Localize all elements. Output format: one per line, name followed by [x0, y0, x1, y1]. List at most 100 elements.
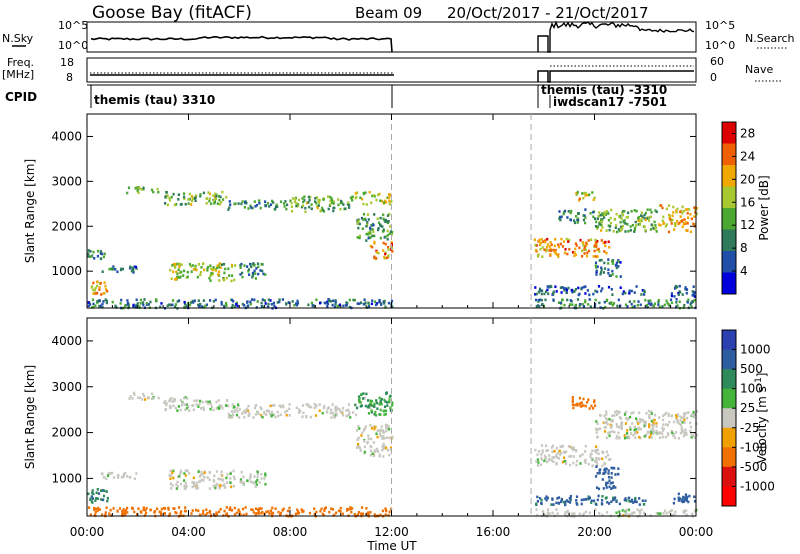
- data-cell: [221, 406, 224, 410]
- data-cell: [296, 204, 300, 208]
- data-cell: [373, 255, 376, 259]
- data-cell: [198, 480, 201, 484]
- freq-trace-2: [537, 70, 694, 83]
- noise-strip: N.Sky 10^5 10^0 10^5 10^0 N.Search: [2, 19, 795, 53]
- data-cell: [605, 467, 608, 471]
- data-cell: [619, 220, 622, 224]
- data-cell: [240, 202, 243, 206]
- data-cell: [199, 273, 202, 277]
- data-cell: [619, 286, 622, 289]
- data-cell: [233, 513, 236, 516]
- data-cell: [571, 290, 574, 294]
- data-cell: [174, 406, 177, 410]
- colorbar-tick-label: 12: [740, 218, 755, 232]
- data-cell: [638, 503, 641, 506]
- data-cell: [601, 287, 604, 290]
- data-cell: [111, 300, 114, 304]
- data-cell: [602, 271, 605, 274]
- data-cell: [640, 211, 643, 214]
- data-cell: [274, 415, 277, 419]
- data-cell: [274, 507, 277, 510]
- data-cell: [572, 446, 575, 449]
- data-cell: [621, 292, 624, 296]
- data-cell: [635, 285, 638, 288]
- data-cell: [557, 245, 560, 249]
- data-cell: [206, 476, 209, 479]
- data-cell: [691, 512, 694, 516]
- data-cell: [586, 401, 589, 404]
- colorbar-label-exponent: -1: [754, 377, 764, 386]
- data-cell: [619, 425, 622, 428]
- data-cell: [350, 507, 354, 510]
- data-cell: [593, 399, 596, 402]
- data-cell: [605, 251, 608, 255]
- data-cell: [370, 410, 373, 414]
- data-cell: [255, 512, 258, 515]
- data-cell: [89, 497, 92, 500]
- data-cell: [618, 229, 621, 233]
- data-cell: [377, 450, 380, 453]
- data-cell: [627, 435, 630, 438]
- data-cell: [546, 285, 549, 288]
- data-cell: [391, 436, 394, 439]
- data-cell: [149, 300, 152, 304]
- data-cell: [611, 259, 614, 263]
- data-cell: [185, 406, 189, 410]
- data-cell: [189, 265, 193, 268]
- data-cell: [369, 453, 372, 457]
- data-cell: [559, 242, 562, 246]
- data-cell: [603, 213, 606, 216]
- data-cell: [384, 412, 387, 416]
- data-cell: [576, 221, 579, 224]
- data-cell: [254, 272, 257, 275]
- data-cell: [354, 192, 357, 195]
- data-cell: [91, 298, 95, 302]
- data-cell: [191, 481, 194, 484]
- data-cell: [569, 494, 572, 498]
- data-cell: [285, 413, 288, 417]
- data-cell: [599, 414, 602, 417]
- data-cell: [567, 500, 570, 503]
- data-cell: [690, 305, 693, 309]
- data-cell: [237, 508, 240, 512]
- data-cell: [571, 512, 574, 515]
- data-cell: [603, 261, 606, 265]
- data-cell: [562, 500, 565, 504]
- data-cell: [195, 194, 198, 197]
- data-cell: [681, 205, 684, 209]
- data-cell: [608, 431, 611, 434]
- data-cell: [596, 448, 599, 452]
- data-cell: [603, 300, 606, 304]
- data-cell: [629, 229, 632, 232]
- data-cell: [187, 405, 190, 408]
- data-cell: [172, 262, 175, 266]
- data-cell: [309, 195, 312, 199]
- data-cell: [534, 243, 537, 247]
- data-cell: [580, 405, 583, 408]
- data-cell: [171, 400, 174, 403]
- data-cell: [391, 230, 394, 234]
- data-cell: [255, 203, 259, 207]
- data-cell: [215, 195, 218, 198]
- data-cell: [315, 201, 318, 205]
- data-cell: [650, 431, 653, 434]
- data-cell: [624, 222, 627, 225]
- data-cell: [611, 486, 614, 489]
- data-cell: [233, 305, 236, 308]
- data-cell: [349, 416, 352, 419]
- data-cell: [178, 506, 181, 509]
- data-cell: [145, 302, 148, 305]
- data-cell: [359, 401, 362, 404]
- data-cell: [88, 303, 92, 306]
- data-cell: [682, 429, 685, 433]
- data-cell: [544, 457, 547, 461]
- data-cell: [561, 286, 564, 289]
- data-cell: [373, 213, 376, 216]
- data-cell: [373, 405, 376, 408]
- data-cell: [101, 489, 104, 492]
- data-cell: [587, 495, 590, 498]
- data-cell: [604, 417, 607, 420]
- y-axis-label: Slant Range [km]: [23, 365, 37, 469]
- data-cell: [116, 474, 119, 478]
- data-cell: [563, 514, 567, 517]
